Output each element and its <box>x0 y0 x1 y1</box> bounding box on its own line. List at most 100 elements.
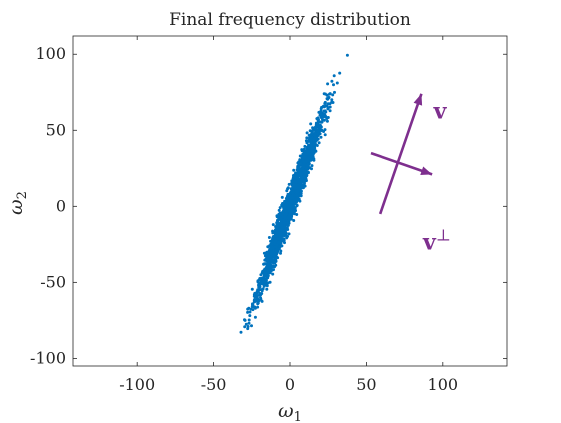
scatter-point <box>256 279 260 283</box>
scatter-point <box>289 199 293 203</box>
scatter-point <box>295 193 299 197</box>
scatter-point <box>278 245 282 248</box>
scatter-point <box>328 109 332 113</box>
scatter-point <box>278 206 282 210</box>
scatter-point <box>283 208 287 212</box>
scatter-point <box>301 186 305 190</box>
scatter-point <box>309 141 313 145</box>
scatter-point <box>250 287 254 291</box>
scatter-point <box>247 318 251 322</box>
scatter-point <box>266 261 270 265</box>
scatter-point <box>251 308 255 312</box>
scatter-point <box>300 176 304 180</box>
scatter-point <box>309 122 313 126</box>
scatter-point <box>304 177 308 181</box>
scatter-point <box>265 287 269 291</box>
scatter-point <box>286 186 290 190</box>
scatter-point <box>266 281 270 285</box>
scatter-point <box>256 298 260 302</box>
scatter-point <box>280 211 284 214</box>
scatter-point <box>312 149 316 152</box>
scatter-point <box>256 301 260 305</box>
scatter-point <box>332 83 335 87</box>
scatter-point <box>305 136 309 140</box>
scatter-point <box>292 206 296 210</box>
scatter-point <box>279 251 282 255</box>
y-axis-label-subscript: 2 <box>15 191 30 199</box>
scatter-point <box>292 219 296 222</box>
scatter-point <box>307 156 311 160</box>
scatter-point <box>301 156 304 160</box>
scatter-point <box>243 325 247 329</box>
x-tick-label: 100 <box>428 375 459 394</box>
scatter-point <box>270 268 274 272</box>
scatter-point <box>276 220 280 224</box>
scatter-point <box>252 294 256 298</box>
scatter-point <box>325 93 329 97</box>
scatter-point <box>293 198 297 202</box>
scatter-point <box>317 129 321 133</box>
scatter-point <box>338 71 342 75</box>
scatter-point <box>288 196 292 200</box>
scatter-point <box>247 321 251 325</box>
scatter-point <box>318 125 322 129</box>
x-axis-label: ω1 <box>278 400 302 423</box>
chart-title: Final frequency distribution <box>169 10 411 30</box>
scatter-point <box>297 180 301 184</box>
scatter-point <box>330 79 334 83</box>
scatter-point <box>345 53 349 57</box>
scatter-point <box>323 133 327 137</box>
scatter-point <box>274 245 278 249</box>
scatter-point <box>246 310 250 314</box>
scatter-point <box>326 82 330 86</box>
scatter-point <box>291 191 295 195</box>
scatter-point <box>330 100 334 104</box>
scatter-point <box>269 266 273 270</box>
scatter-point <box>326 106 330 110</box>
scatter-point <box>312 137 316 141</box>
scatter-point <box>248 314 252 318</box>
scatter-point <box>313 133 317 137</box>
scatter-point <box>267 254 271 258</box>
x-axis-ticks: -100 -50 0 50 100 <box>119 36 458 394</box>
scatter-point <box>257 283 261 287</box>
scatter-point <box>271 229 275 233</box>
scatter-point <box>301 153 305 157</box>
scatter-point <box>322 118 326 122</box>
scatter-point <box>312 158 316 162</box>
scatter-point <box>303 144 307 148</box>
scatter-point <box>246 325 250 328</box>
scatter-point <box>304 163 308 167</box>
vector-annotations: v v⊥ <box>370 93 451 255</box>
scatter-point <box>279 236 283 240</box>
scatter-point <box>306 171 310 175</box>
scatter-point <box>305 174 309 178</box>
scatter-point <box>283 225 286 228</box>
scatter-point <box>292 183 296 187</box>
scatter-point <box>293 173 297 177</box>
scatter-point <box>287 232 291 236</box>
scatter-point <box>307 147 311 151</box>
scatter-point <box>295 203 299 207</box>
scatter-point <box>250 324 253 328</box>
vector-perp-superscript: ⊥ <box>436 225 451 244</box>
scatter-point <box>274 248 278 252</box>
vector-v-label: v <box>433 99 448 125</box>
scatter-point <box>290 213 294 217</box>
scatter-point <box>255 290 259 294</box>
scatter-point <box>320 120 324 124</box>
scatter-point <box>328 92 332 96</box>
scatter-point <box>287 182 291 186</box>
scatter-point <box>263 262 267 266</box>
scatter-point <box>331 93 335 97</box>
x-tick-label: -50 <box>201 375 227 394</box>
scatter-point <box>260 288 264 292</box>
scatter-point <box>295 213 299 216</box>
scatter-point <box>315 117 319 121</box>
scatter-point <box>280 195 284 199</box>
scatter-point <box>278 228 282 232</box>
scatter-point <box>296 169 300 172</box>
scatter-point <box>320 128 324 132</box>
scatter-point <box>281 203 285 207</box>
scatter-point <box>281 215 285 219</box>
